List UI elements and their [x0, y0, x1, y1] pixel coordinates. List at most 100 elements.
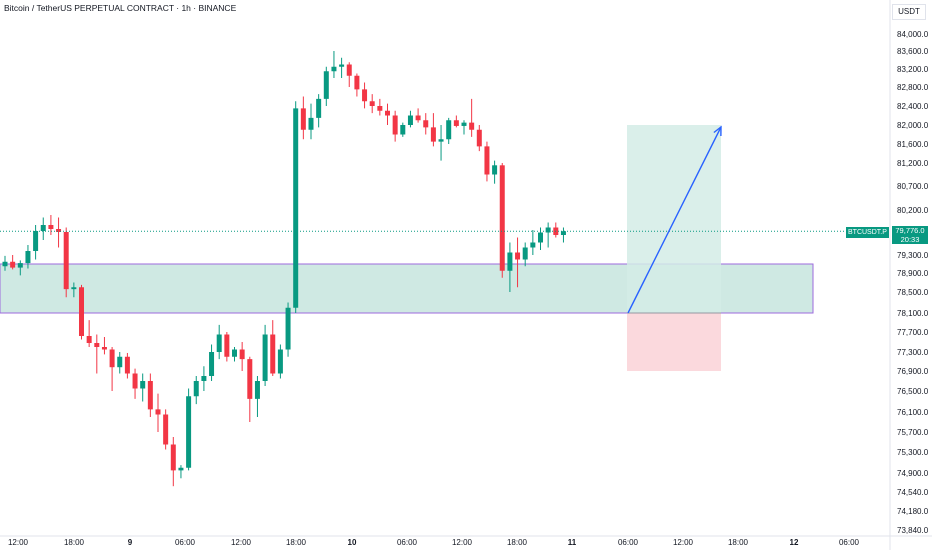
y-tick-label: 79,300.0 — [897, 251, 929, 260]
candle-body — [507, 252, 513, 271]
y-tick-label: 74,180.0 — [897, 507, 929, 516]
x-tick-label: 06:00 — [839, 538, 860, 547]
y-tick-label: 83,600.0 — [897, 47, 929, 56]
candle-body — [515, 252, 521, 260]
stop-zone — [627, 313, 721, 371]
candle-body — [48, 225, 54, 229]
candle-body — [407, 115, 413, 125]
y-tick-label: 84,000.0 — [897, 30, 929, 39]
candle-body — [270, 334, 276, 374]
candle-body — [201, 376, 207, 381]
y-tick-label: 73,840.0 — [897, 526, 929, 535]
candle-body — [178, 467, 184, 471]
x-tick-label: 06:00 — [618, 538, 639, 547]
candle-body — [40, 225, 46, 231]
y-tick-label: 74,900.0 — [897, 469, 929, 478]
candle-body — [423, 120, 429, 128]
candle-body — [209, 352, 215, 376]
x-tick-label: 18:00 — [286, 538, 307, 547]
y-tick-label: 76,100.0 — [897, 408, 929, 417]
x-tick-label: 18:00 — [728, 538, 749, 547]
candle-body — [239, 349, 245, 360]
candle-body — [193, 381, 199, 397]
arrow-head — [713, 125, 722, 137]
candle-body — [316, 98, 322, 118]
candle-body — [109, 349, 115, 368]
candle-body — [560, 231, 566, 235]
candle-body — [2, 261, 8, 267]
x-tick-label: 12:00 — [673, 538, 694, 547]
candle-body — [538, 232, 543, 243]
candle-body — [285, 307, 291, 350]
candle-body — [545, 227, 551, 233]
x-tick-label: 12:00 — [231, 538, 252, 547]
candle-body — [216, 334, 222, 352]
candle-body — [323, 71, 329, 99]
candle-body — [385, 110, 390, 116]
candle-body — [277, 349, 283, 374]
x-tick-label: 12 — [790, 538, 799, 547]
currency-label[interactable]: USDT — [892, 4, 926, 20]
candle-body — [170, 444, 176, 471]
candle-body — [300, 108, 306, 130]
candle-body — [400, 125, 406, 135]
candle-body — [430, 127, 436, 142]
candle-body — [369, 101, 375, 106]
x-tick-label: 06:00 — [175, 538, 196, 547]
candle-body — [101, 347, 107, 350]
candle-body — [86, 336, 92, 343]
candle-body — [461, 122, 467, 126]
y-tick-label: 77,300.0 — [897, 348, 929, 357]
candle-body — [469, 122, 475, 130]
x-tick-label: 18:00 — [507, 538, 528, 547]
candle-body — [262, 334, 268, 381]
candle-body — [293, 108, 299, 308]
candle-body — [438, 139, 444, 142]
y-tick-label: 80,200.0 — [897, 206, 929, 215]
candle-body — [499, 165, 505, 271]
candle-body — [377, 106, 383, 111]
candle-body — [446, 120, 452, 140]
y-tick-label: 76,500.0 — [897, 387, 929, 396]
x-tick-label: 18:00 — [64, 538, 85, 547]
candle-body — [530, 242, 536, 248]
current-price-tag: 79,776.0 20:33 — [892, 226, 928, 244]
candle-body — [17, 263, 23, 268]
candle-body — [132, 373, 138, 389]
y-tick-label: 82,400.0 — [897, 102, 929, 111]
ticker-label: BTCUSDT.P — [846, 227, 889, 238]
chart-title: Bitcoin / TetherUS PERPETUAL CONTRACT · … — [4, 3, 237, 13]
current-price: 79,776.0 — [895, 226, 925, 235]
candle-body — [63, 232, 69, 290]
candle-body — [79, 287, 84, 336]
candle-body — [254, 381, 260, 399]
y-tick-label: 77,700.0 — [897, 328, 929, 337]
y-tick-label: 83,200.0 — [897, 65, 929, 74]
candle-body — [155, 409, 161, 415]
candle-body — [392, 115, 398, 135]
candle-body — [331, 66, 337, 72]
candle-body — [232, 349, 237, 357]
candle-body — [117, 356, 123, 368]
y-tick-label: 78,900.0 — [897, 269, 929, 278]
candle-body — [453, 120, 459, 126]
x-tick-label: 9 — [128, 538, 133, 547]
candle-body — [354, 75, 360, 90]
target-zone — [627, 125, 721, 313]
y-tick-label: 80,700.0 — [897, 182, 929, 191]
candle-body — [10, 261, 16, 268]
candle-body — [25, 251, 31, 264]
x-tick-label: 10 — [348, 538, 357, 547]
y-tick-label: 76,900.0 — [897, 367, 929, 376]
projection-arrow — [627, 126, 722, 314]
y-tick-label: 78,500.0 — [897, 288, 929, 297]
x-tick-label: 06:00 — [397, 538, 418, 547]
y-tick-label: 81,200.0 — [897, 159, 929, 168]
candle-body — [163, 414, 169, 445]
candle-body — [476, 129, 482, 147]
candle-body — [522, 247, 528, 260]
candle-body — [147, 381, 153, 410]
y-tick-label: 82,800.0 — [897, 83, 929, 92]
candle-body — [186, 396, 192, 468]
